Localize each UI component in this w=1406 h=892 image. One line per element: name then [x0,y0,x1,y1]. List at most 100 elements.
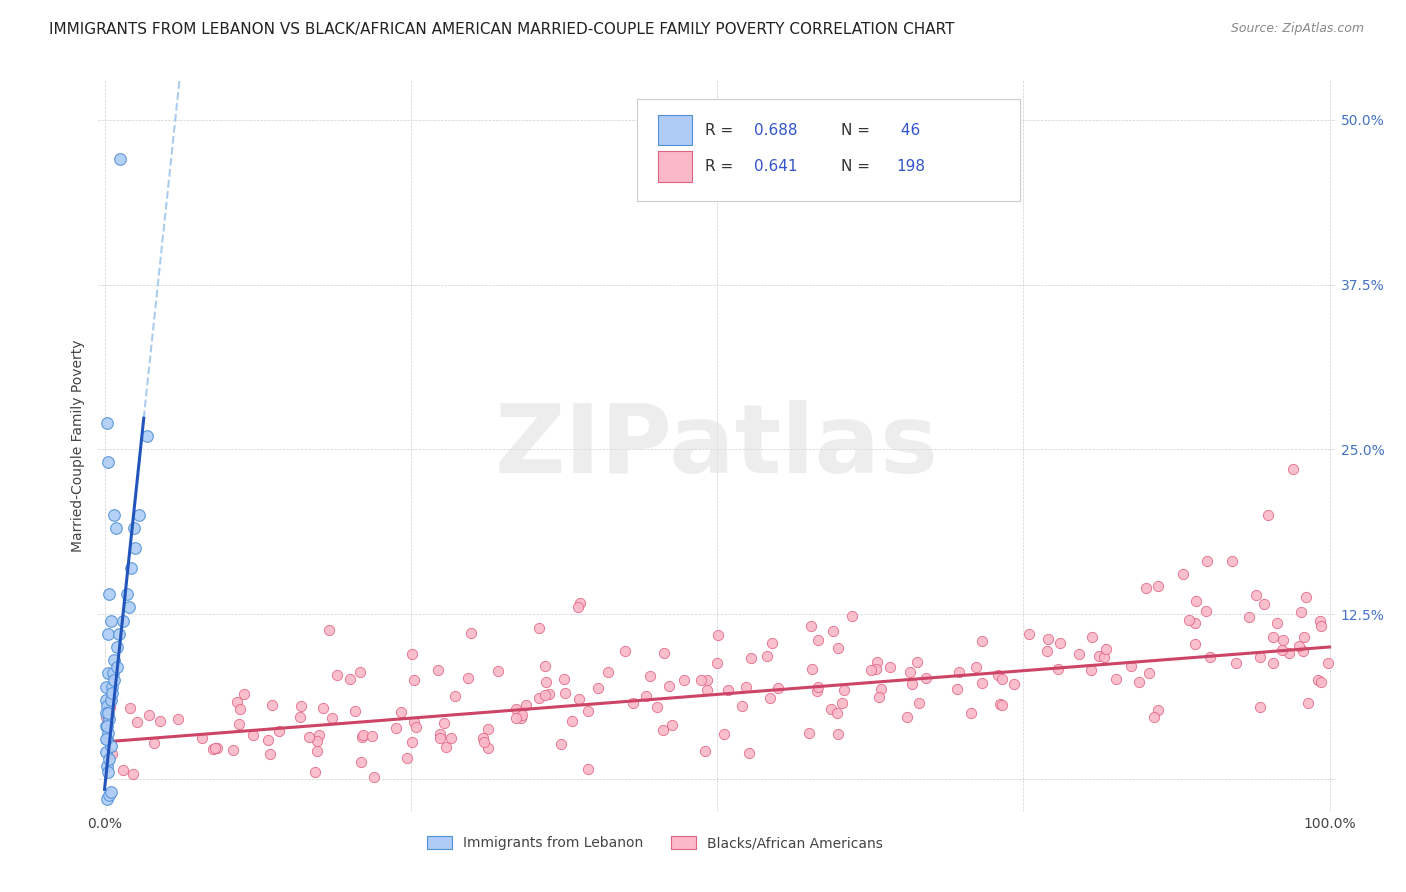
Point [766,681,789,695]
Text: ZIPatlas: ZIPatlas [495,400,939,492]
Point [561,714,583,728]
Point [634,689,657,703]
Point [731,699,754,714]
Point [797,726,820,740]
Point [1197,554,1219,568]
Point [486,664,509,678]
Point [1271,633,1294,648]
Point [534,658,557,673]
Point [1249,699,1271,714]
Point [96,791,118,805]
Point [740,651,762,665]
Point [948,665,970,679]
Point [96,719,118,733]
Text: N =: N = [841,122,875,137]
Point [1135,581,1157,595]
Point [1088,648,1111,663]
Point [554,686,576,700]
Point [350,755,373,769]
Point [136,429,159,443]
Point [661,718,683,732]
Point [1147,702,1170,716]
Point [831,696,853,710]
Point [1253,597,1275,611]
Point [647,699,669,714]
Point [596,665,619,679]
Point [429,731,451,745]
Point [229,701,252,715]
Point [1128,675,1150,690]
Point [879,659,901,673]
Point [800,619,823,633]
Point [204,741,226,756]
Point [905,655,928,669]
Point [103,673,125,687]
Point [1184,616,1206,631]
Point [1282,462,1305,476]
Text: N =: N = [841,159,875,174]
Point [222,743,245,757]
Point [122,521,145,535]
Point [568,596,591,610]
Point [228,717,250,731]
Point [707,627,730,641]
Point [915,671,938,685]
Point [312,700,335,714]
Point [1317,656,1340,670]
Point [98,587,121,601]
Point [550,737,572,751]
Point [1094,650,1116,665]
Point [96,416,118,430]
Text: Source: ZipAtlas.com: Source: ZipAtlas.com [1230,22,1364,36]
Point [553,672,575,686]
Point [405,720,427,734]
Point [534,675,557,690]
Point [695,744,717,758]
Point [434,739,457,754]
Point [987,668,1010,682]
Point [1080,630,1102,644]
Point [1257,508,1279,523]
Point [101,686,124,700]
Point [696,683,718,698]
Point [706,656,728,670]
Point [100,692,122,706]
Point [1261,630,1284,644]
Point [1185,593,1208,607]
Point [350,731,373,745]
Point [1143,710,1166,724]
Point [1261,656,1284,670]
Point [260,698,283,712]
Point [868,690,890,705]
Point [567,599,589,614]
Point [96,699,118,714]
Point [991,698,1014,713]
Point [191,731,214,746]
Point [820,701,842,715]
Point [105,640,128,654]
Point [652,723,675,738]
Point [457,671,479,685]
Point [1308,673,1330,687]
Point [898,665,921,679]
Point [1177,613,1199,627]
Point [207,741,229,756]
Point [1171,567,1194,582]
Point [115,587,138,601]
Point [404,673,426,687]
Point [118,600,141,615]
Point [304,765,326,780]
Point [800,662,823,676]
Point [900,676,922,690]
Point [97,666,120,681]
Point [142,736,165,750]
Point [576,704,599,718]
Point [1295,591,1317,605]
Point [305,744,328,758]
Point [96,758,118,772]
Point [859,663,882,677]
Point [100,739,122,753]
Point [259,747,281,761]
Point [759,691,782,706]
Text: R =: R = [704,159,738,174]
